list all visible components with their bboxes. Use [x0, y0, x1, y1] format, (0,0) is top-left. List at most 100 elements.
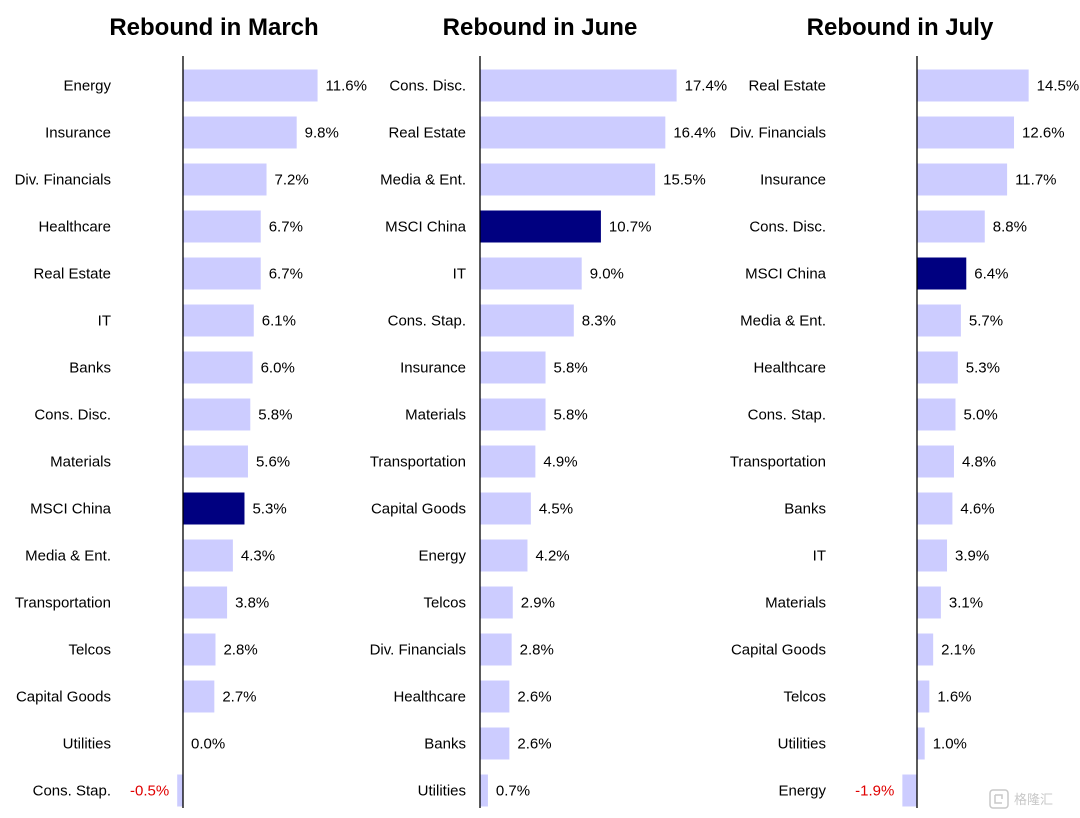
- category-label: Materials: [765, 595, 826, 612]
- data-label: 8.3%: [582, 313, 616, 330]
- category-label: Utilities: [778, 736, 826, 753]
- bar: [480, 210, 601, 243]
- chart-panel-3: Rebound in July Real Estate 14.5% Div. Fina…: [730, 14, 1080, 808]
- bar: [480, 398, 546, 431]
- category-label: Real Estate: [748, 78, 826, 95]
- data-label: 14.5%: [1037, 78, 1080, 95]
- bar: [183, 257, 261, 290]
- bar: [183, 304, 254, 337]
- category-label: Div. Financials: [730, 125, 826, 142]
- bar: [917, 351, 958, 384]
- data-label: 2.8%: [520, 642, 554, 659]
- bar: [480, 492, 531, 525]
- category-label: Cons. Stap.: [388, 313, 466, 330]
- category-label: Cons. Disc.: [34, 407, 111, 424]
- category-label: Transportation: [730, 454, 826, 471]
- data-label: 5.7%: [969, 313, 1003, 330]
- category-label: Energy: [418, 548, 466, 565]
- data-label: 12.6%: [1022, 125, 1065, 142]
- data-label: 2.1%: [941, 642, 975, 659]
- bar: [183, 69, 318, 102]
- data-label: 17.4%: [685, 78, 728, 95]
- bar: [480, 774, 488, 807]
- data-label: 2.6%: [517, 689, 551, 706]
- data-label: 6.7%: [269, 266, 303, 283]
- bar: [480, 680, 510, 713]
- chart-panel-1: Rebound in March Energy 11.6% Insurance 9.8%…: [15, 14, 367, 808]
- category-label: Div. Financials: [370, 642, 466, 659]
- data-label: 5.8%: [554, 407, 588, 424]
- logo-icon: [989, 789, 1009, 809]
- category-label: MSCI China: [30, 501, 112, 518]
- bar: [917, 445, 954, 478]
- bar: [480, 163, 656, 196]
- data-label: 5.3%: [252, 501, 286, 518]
- category-label: Capital Goods: [371, 501, 466, 518]
- data-label: 0.0%: [191, 736, 225, 753]
- chart-title: Rebound in July: [807, 14, 994, 41]
- data-label: 4.9%: [543, 454, 577, 471]
- bar: [183, 351, 253, 384]
- watermark-text: 格隆汇: [1014, 792, 1053, 808]
- bar: [183, 633, 216, 666]
- data-label: 5.8%: [554, 360, 588, 377]
- bar: [480, 116, 666, 149]
- category-label: MSCI China: [745, 266, 827, 283]
- category-label: Cons. Disc.: [389, 78, 466, 95]
- data-label: 6.7%: [269, 219, 303, 236]
- bar: [480, 727, 510, 760]
- data-label: 2.7%: [222, 689, 256, 706]
- category-label: Utilities: [418, 783, 466, 800]
- data-label: 0.7%: [496, 783, 530, 800]
- bar: [917, 680, 930, 713]
- data-label: 4.5%: [539, 501, 573, 518]
- bar: [917, 633, 934, 666]
- bar: [480, 304, 574, 337]
- data-label: 6.1%: [262, 313, 296, 330]
- bar: [917, 492, 953, 525]
- category-label: Healthcare: [38, 219, 111, 236]
- category-label: Media & Ent.: [25, 548, 111, 565]
- data-label: 9.8%: [305, 125, 339, 142]
- bar: [183, 539, 233, 572]
- data-label: 3.1%: [949, 595, 983, 612]
- category-label: Insurance: [400, 360, 466, 377]
- data-label: 4.8%: [962, 454, 996, 471]
- category-label: Real Estate: [33, 266, 111, 283]
- data-label: 5.3%: [966, 360, 1000, 377]
- category-label: Energy: [63, 78, 111, 95]
- category-label: Media & Ent.: [380, 172, 466, 189]
- watermark: 格隆汇: [989, 789, 1053, 809]
- bar: [917, 304, 961, 337]
- bar: [917, 539, 948, 572]
- data-label: 2.6%: [517, 736, 551, 753]
- data-label: 11.6%: [326, 78, 367, 95]
- data-label: 6.4%: [974, 266, 1008, 283]
- category-label: Transportation: [15, 595, 111, 612]
- bar: [183, 210, 261, 243]
- category-label: Telcos: [68, 642, 111, 659]
- category-label: Transportation: [370, 454, 466, 471]
- data-label: 3.9%: [955, 548, 989, 565]
- bar: [177, 774, 183, 807]
- data-label: 7.2%: [275, 172, 309, 189]
- category-label: IT: [453, 266, 466, 283]
- bar: [917, 398, 956, 431]
- bar: [917, 163, 1008, 196]
- category-label: IT: [813, 548, 826, 565]
- category-label: Cons. Disc.: [749, 219, 826, 236]
- chart-title: Rebound in June: [443, 14, 638, 41]
- data-label: 5.6%: [256, 454, 290, 471]
- category-label: Div. Financials: [15, 172, 111, 189]
- category-label: MSCI China: [385, 219, 467, 236]
- data-label: 4.6%: [960, 501, 994, 518]
- data-label: 10.7%: [609, 219, 652, 236]
- bar: [183, 492, 245, 525]
- bar: [917, 586, 941, 619]
- data-label: 16.4%: [673, 125, 716, 142]
- category-label: IT: [98, 313, 111, 330]
- bar: [917, 116, 1015, 149]
- bar: [183, 680, 215, 713]
- bar: [480, 445, 536, 478]
